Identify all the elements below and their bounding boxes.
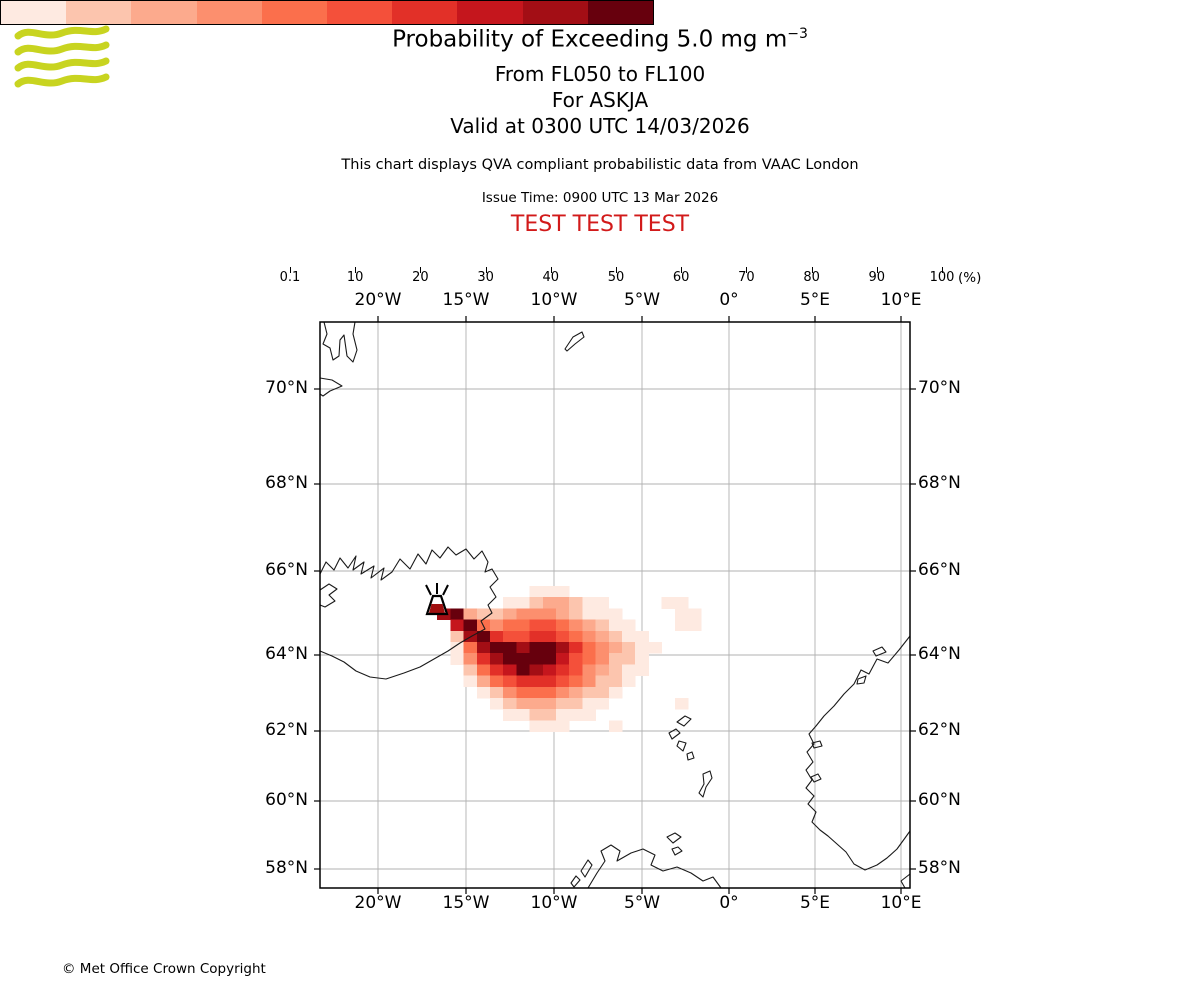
lat-tick-label-right: 60°N — [918, 790, 961, 810]
colorbar-segment — [1, 1, 67, 24]
lon-tick-label-top: 20°W — [354, 290, 402, 310]
probability-colorbar — [0, 0, 654, 25]
lat-tick-label-left: 70°N — [265, 378, 308, 398]
ash-plume-cells — [437, 586, 702, 732]
lat-tick-label-right: 58°N — [918, 858, 961, 878]
colorbar-tick — [420, 267, 422, 273]
subtitle-volcano: For ASKJA — [551, 88, 649, 112]
colorbar-tick — [550, 267, 552, 273]
lat-tick-label-right: 66°N — [918, 560, 961, 580]
colorbar-unit-label: (%) — [958, 270, 982, 286]
colorbar-tick-label: 30 — [477, 270, 494, 285]
lon-tick-label-top: 15°W — [442, 290, 490, 310]
colorbar-tick-label: 40 — [542, 270, 560, 285]
colorbar-segment — [261, 1, 328, 24]
met-office-logo — [14, 25, 110, 88]
lon-tick-label-bottom: 5°W — [623, 893, 661, 913]
lon-tick-label-top: 5°E — [799, 290, 831, 310]
lat-tick-label-left: 60°N — [265, 790, 308, 810]
lon-tick-label-top: 10°W — [530, 290, 578, 310]
lat-tick-label-right: 64°N — [918, 644, 961, 664]
colorbar-tick — [942, 267, 943, 273]
colorbar-tick — [811, 267, 813, 273]
colorbar-segment — [522, 1, 588, 24]
lon-tick-label-bottom: 5°E — [799, 893, 831, 913]
colorbar-tick-label: 70 — [738, 270, 755, 285]
colorbar-tick — [746, 267, 748, 273]
coastlines — [319, 321, 911, 889]
map-border — [319, 321, 911, 889]
qva-note: This chart displays QVA compliant probab… — [341, 157, 859, 173]
lat-tick-label-left: 58°N — [265, 858, 308, 878]
volcano-marker — [425, 583, 449, 616]
colorbar-tick-label: 20 — [412, 270, 429, 285]
page-title: Probability of Exceeding 5.0 mg m−3 — [392, 26, 808, 53]
lat-tick-label-left: 66°N — [265, 560, 308, 580]
colorbar-tick — [876, 267, 878, 273]
colorbar-segment — [457, 1, 523, 24]
colorbar-tick-label: 90 — [868, 270, 886, 285]
test-banner: TEST TEST TEST — [510, 212, 690, 237]
colorbar-tick-label: 10 — [346, 270, 364, 285]
colorbar-tick — [355, 267, 357, 273]
colorbar-tick — [485, 267, 487, 273]
subtitle-flight-levels: From FL050 to FL100 — [494, 62, 706, 86]
lon-tick-label-bottom: 20°W — [354, 893, 402, 913]
lat-tick-label-right: 62°N — [918, 720, 961, 740]
lon-tick-label-bottom: 0° — [719, 893, 739, 913]
colorbar-tick — [290, 267, 291, 273]
colorbar-segment — [392, 1, 458, 24]
lon-tick-label-top: 5°W — [623, 290, 661, 310]
colorbar-segment — [66, 1, 132, 24]
colorbar-tick — [681, 267, 683, 273]
colorbar-segment — [327, 1, 393, 24]
map-axis-ticks — [314, 316, 916, 894]
colorbar-tick-label: 60 — [672, 270, 690, 285]
lat-tick-label-left: 62°N — [265, 720, 308, 740]
colorbar-tick — [616, 267, 617, 273]
colorbar-tick-label: 100 — [929, 270, 955, 285]
lat-tick-label-left: 68°N — [265, 473, 308, 493]
colorbar-tick-label: 50 — [607, 270, 625, 285]
lat-tick-label-left: 64°N — [265, 644, 308, 664]
lon-tick-label-bottom: 10°W — [530, 893, 578, 913]
lat-tick-label-right: 70°N — [918, 378, 961, 398]
colorbar-segment — [131, 1, 197, 24]
map-gridlines — [320, 322, 910, 888]
colorbar-tick-label: 80 — [803, 270, 820, 285]
colorbar-segment — [587, 1, 654, 24]
logo-waves-icon — [14, 25, 110, 88]
copyright-notice: © Met Office Crown Copyright — [62, 961, 266, 977]
colorbar-tick-label: 0.1 — [279, 270, 301, 285]
colorbar-segment — [196, 1, 262, 24]
lon-tick-label-bottom: 15°W — [442, 893, 490, 913]
lon-tick-label-bottom: 10°E — [880, 893, 922, 913]
subtitle-valid-time: Valid at 0300 UTC 14/03/2026 — [450, 114, 750, 138]
lon-tick-label-top: 0° — [719, 290, 739, 310]
lon-tick-label-top: 10°E — [880, 290, 922, 310]
map-canvas — [314, 316, 916, 894]
issue-time: Issue Time: 0900 UTC 13 Mar 2026 — [481, 190, 719, 206]
lat-tick-label-right: 68°N — [918, 473, 961, 493]
